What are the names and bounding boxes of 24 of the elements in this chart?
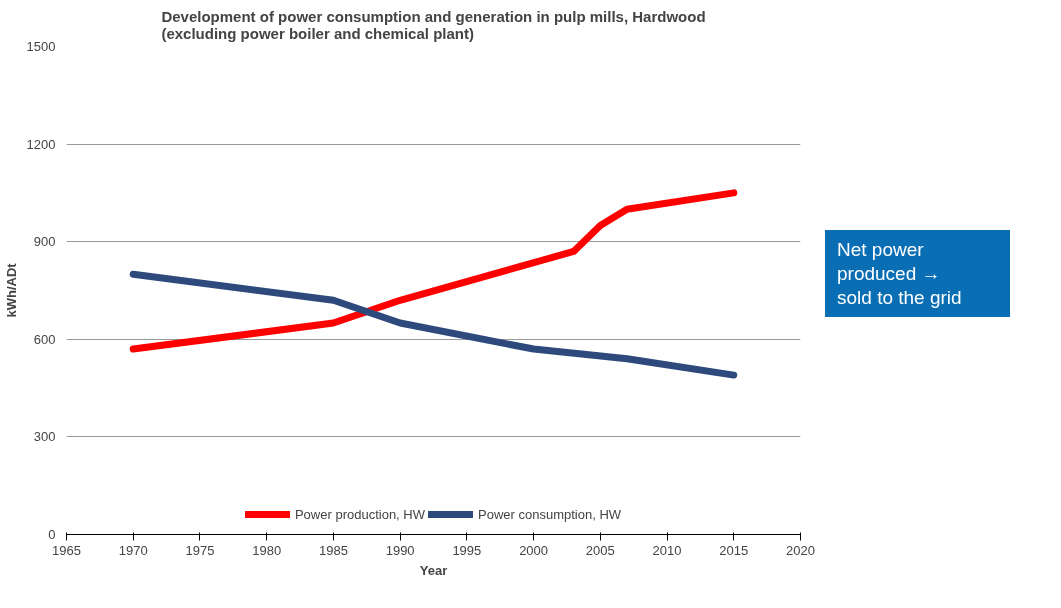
x-tick-label: 2015 bbox=[719, 542, 749, 558]
y-tick-label: 1500 bbox=[26, 39, 56, 54]
x-tick-label: 1980 bbox=[252, 542, 282, 558]
legend-label: Power production, HW bbox=[294, 506, 425, 522]
y-tick-label: 0 bbox=[48, 527, 56, 542]
x-tick-label: 2005 bbox=[585, 542, 615, 558]
y-tick-label: 300 bbox=[33, 429, 56, 445]
x-tick-label: 2010 bbox=[652, 542, 682, 558]
y-axis-title: kWh/ADt bbox=[3, 262, 19, 318]
x-axis-title: Year bbox=[419, 562, 448, 578]
x-tick-label: 1990 bbox=[385, 542, 415, 558]
x-tick-label: 1995 bbox=[452, 542, 482, 558]
chart-title: Development of power consumption and generation in pulp mills, Hardwood (excluding power boiler and chemical plant) bbox=[161, 7, 706, 42]
y-tick-label: 600 bbox=[33, 331, 56, 347]
text: Net power produced → sold to the grid bbox=[837, 238, 963, 310]
x-tick-label: 2020 bbox=[786, 542, 815, 558]
y-tick-label: 1200 bbox=[26, 136, 56, 152]
y-tick-label: 900 bbox=[33, 234, 56, 250]
legend-label: Power consumption, HW bbox=[478, 506, 622, 522]
x-tick-label: 1975 bbox=[185, 542, 215, 558]
x-tick-label: 1965 bbox=[52, 542, 81, 558]
x-tick-label: 1985 bbox=[318, 542, 348, 558]
x-tick-label: 2000 bbox=[519, 542, 549, 558]
x-tick-label: 1970 bbox=[118, 542, 148, 558]
